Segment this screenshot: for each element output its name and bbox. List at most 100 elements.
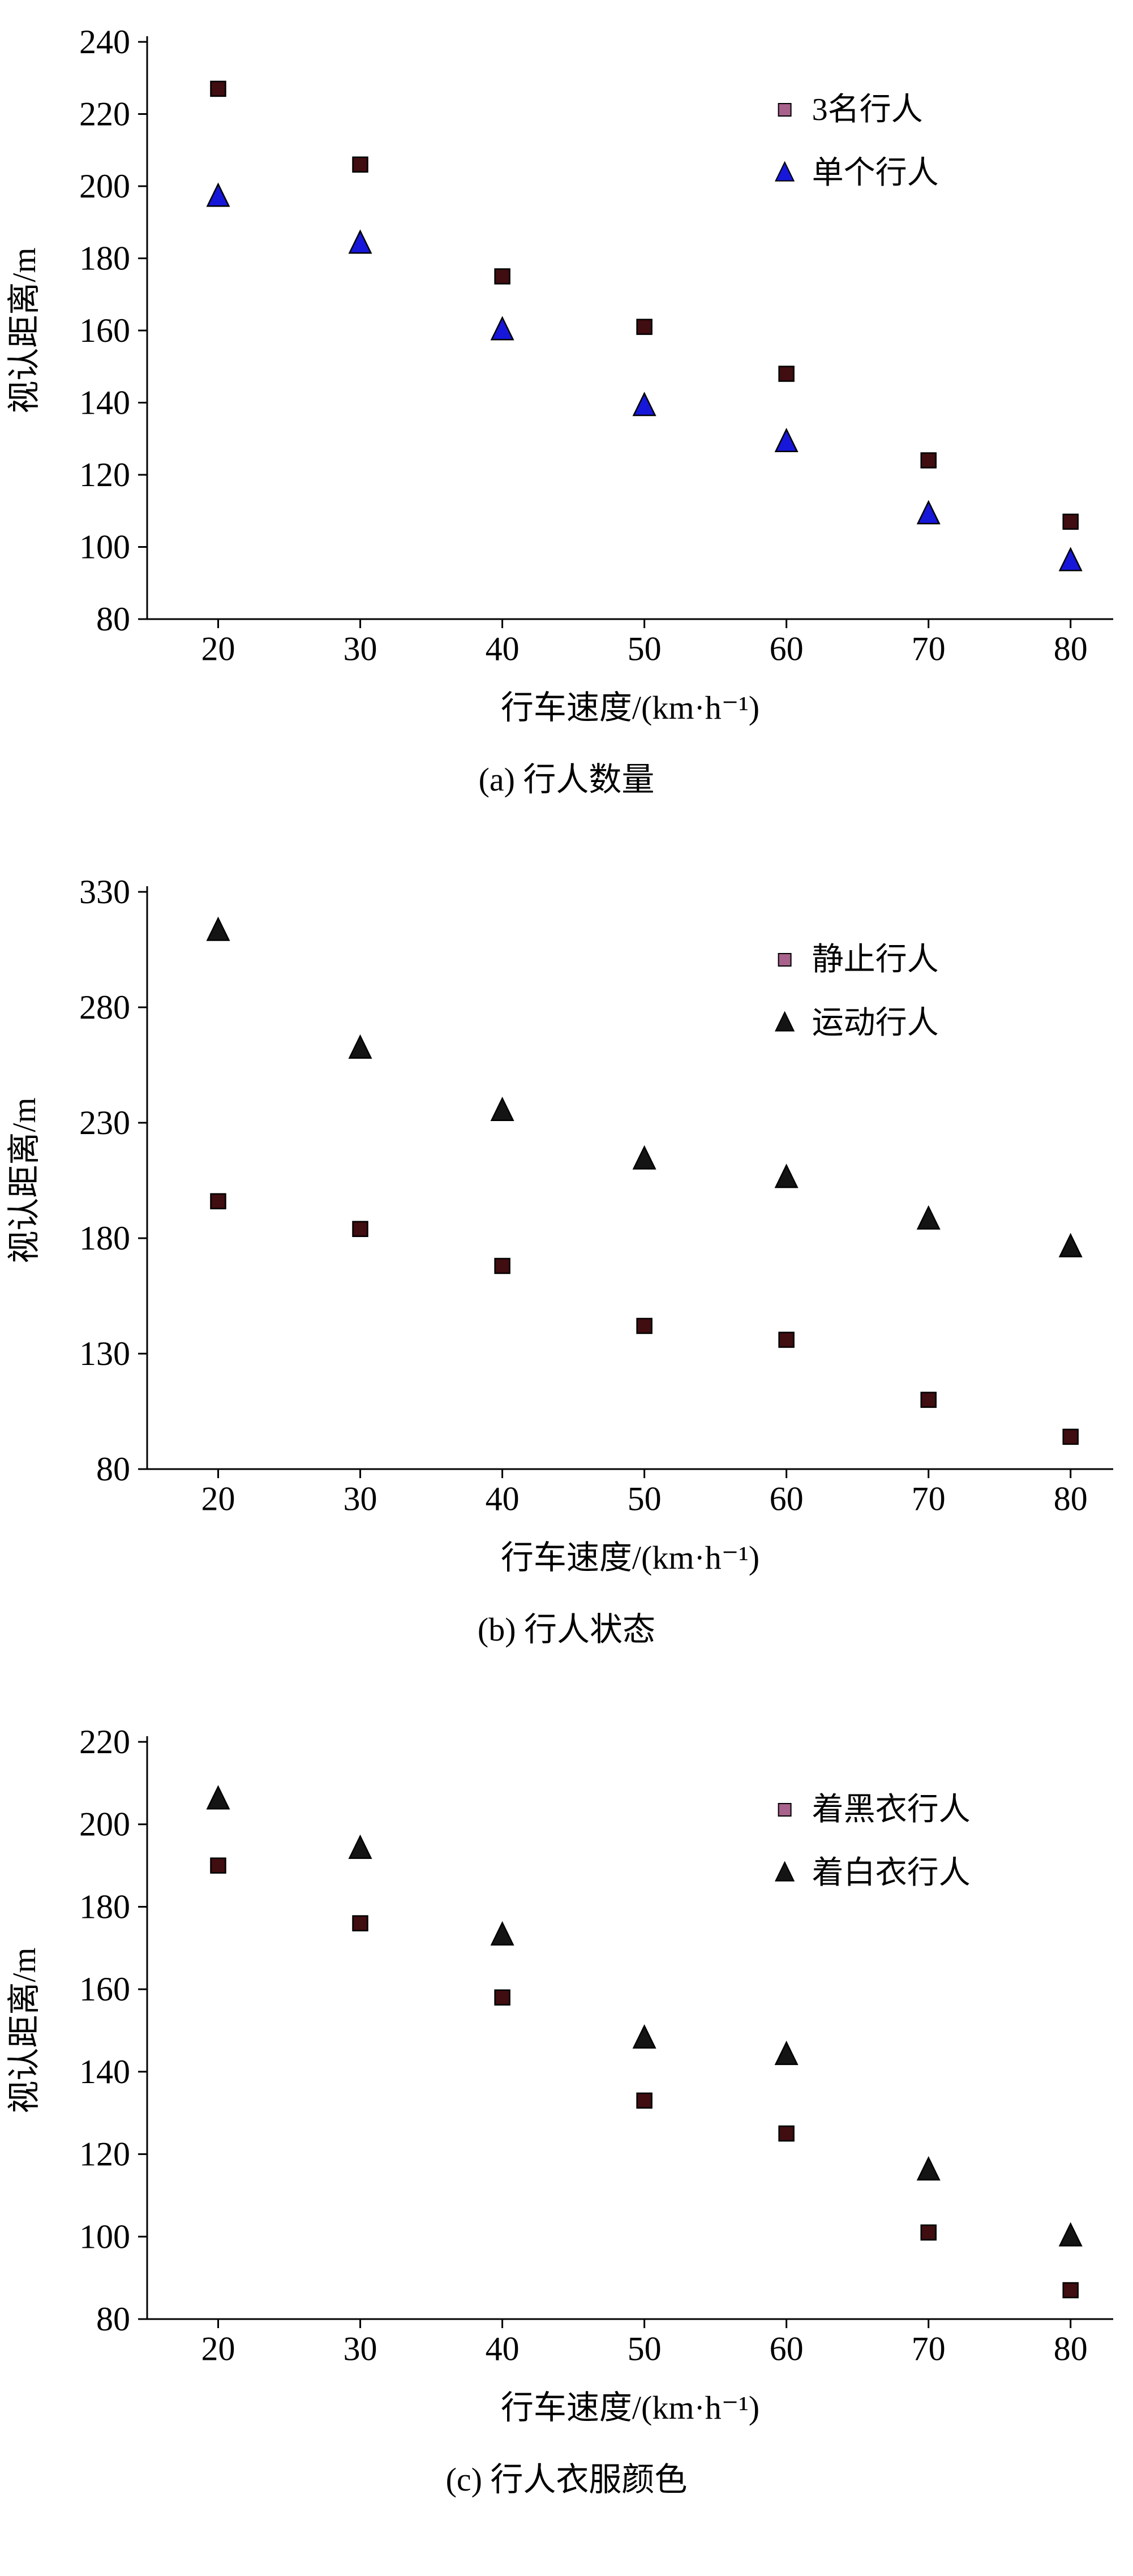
x-tick-label: 50 — [628, 2330, 662, 2367]
legend-item: 着黑衣行人 — [778, 1792, 971, 1827]
x-tick-label: 20 — [201, 630, 235, 667]
legend-item: 3名行人 — [778, 92, 923, 127]
data-point-triangle — [348, 229, 372, 254]
data-point-square — [1062, 2282, 1079, 2299]
data-point-triangle — [1058, 2222, 1083, 2247]
data-point-square — [778, 1803, 792, 1817]
data-point-triangle — [916, 1205, 941, 1230]
x-tick-label: 30 — [344, 630, 377, 667]
data-point-triangle — [774, 161, 795, 182]
y-tick-label: 200 — [79, 1806, 130, 1843]
chart-a-plot: 20 30 40 50 60 70 80 80 100 120 140 160 180 200 220 240… — [0, 14, 1133, 749]
data-point-triangle — [1058, 547, 1083, 572]
y-tick-label: 200 — [79, 168, 130, 205]
data-point-triangle — [490, 1921, 514, 1946]
y-tick-label: 220 — [79, 96, 130, 133]
data-point-square — [352, 156, 368, 173]
y-tick-label: 160 — [79, 312, 130, 349]
y-tick-label: 140 — [79, 2053, 130, 2090]
data-point-square — [210, 1193, 226, 1209]
data-point-square — [778, 366, 795, 382]
data-point-triangle — [774, 2041, 799, 2066]
data-point-triangle — [348, 1834, 372, 1859]
y-tick-label: 130 — [79, 1335, 130, 1372]
data-point-square — [494, 268, 510, 285]
data-point-triangle — [206, 1785, 230, 1810]
y-tick-label: 330 — [79, 873, 130, 911]
y-tick-label: 180 — [79, 240, 130, 277]
x-tick-label: 60 — [770, 1480, 804, 1517]
y-axis-label: 视认距离/m — [6, 1097, 42, 1263]
x-tick-label: 40 — [486, 1480, 520, 1517]
data-point-square — [636, 319, 653, 335]
x-tick-label: 70 — [912, 1480, 946, 1517]
y-tick-label: 120 — [79, 456, 130, 493]
data-point-square — [352, 1221, 368, 1237]
x-tick-label: 20 — [201, 1480, 235, 1517]
data-point-square — [778, 103, 792, 117]
y-tick-label: 230 — [79, 1104, 130, 1141]
data-point-triangle — [632, 1145, 656, 1170]
legend-item: 运动行人 — [774, 1006, 939, 1041]
data-point-triangle — [632, 2024, 656, 2049]
data-point-square — [920, 452, 937, 469]
data-point-square — [210, 80, 226, 97]
data-point-triangle — [774, 1164, 799, 1188]
data-point-square — [636, 1317, 653, 1334]
y-tick-label: 160 — [79, 1970, 130, 2008]
legend-item: 着白衣行人 — [774, 1856, 971, 1891]
plot-background — [0, 1714, 1133, 2449]
y-tick-label: 80 — [96, 2300, 130, 2338]
data-point-square — [920, 1392, 937, 1408]
data-point-triangle — [206, 916, 230, 941]
data-point-square — [778, 2125, 795, 2142]
data-point-triangle — [1058, 1233, 1083, 1257]
y-axis-label: 视认距离/m — [6, 247, 42, 413]
data-point-square — [352, 1915, 368, 1931]
data-point-square — [1062, 1428, 1079, 1445]
x-tick-label: 40 — [486, 2330, 520, 2367]
data-point-square — [636, 2092, 653, 2109]
x-tick-label: 70 — [912, 630, 946, 667]
legend-label: 单个行人 — [812, 156, 939, 191]
data-point-triangle — [774, 1861, 795, 1882]
data-point-triangle — [490, 1096, 514, 1122]
data-point-triangle — [774, 427, 799, 453]
y-tick-label: 140 — [79, 384, 130, 422]
legend-label: 着黑衣行人 — [812, 1792, 971, 1827]
x-axis-label: 行车速度/(km·h⁻¹) — [501, 689, 759, 726]
x-tick-label: 50 — [628, 1480, 662, 1517]
chart-c-caption: (c) 行人衣服颜色 — [445, 2461, 688, 2498]
y-tick-label: 80 — [96, 600, 130, 638]
y-tick-label: 240 — [79, 23, 130, 61]
data-point-square — [778, 1332, 795, 1348]
x-tick-label: 60 — [770, 2330, 804, 2367]
x-axis-label: 行车速度/(km·h⁻¹) — [501, 1539, 759, 1576]
chart-c-figure: 20 30 40 50 60 70 80 80 100 120 140 160 180 200 220 行车速… — [0, 1714, 1133, 2500]
x-tick-label: 40 — [486, 630, 520, 667]
chart-a-caption: (a) 行人数量 — [478, 761, 655, 798]
data-point-triangle — [774, 1011, 795, 1032]
data-point-square — [494, 1257, 510, 1274]
y-tick-label: 120 — [79, 2136, 130, 2173]
data-point-triangle — [916, 2156, 941, 2181]
plot-background — [0, 864, 1133, 1599]
x-tick-label: 50 — [628, 630, 662, 667]
y-tick-label: 100 — [79, 2218, 130, 2255]
x-axis-label: 行车速度/(km·h⁻¹) — [501, 2389, 759, 2426]
x-tick-label: 80 — [1054, 1480, 1088, 1517]
data-point-square — [210, 1857, 226, 1874]
data-point-triangle — [348, 1034, 372, 1059]
y-tick-label: 280 — [79, 989, 130, 1026]
x-tick-label: 70 — [912, 2330, 946, 2367]
legend-label: 着白衣行人 — [812, 1856, 971, 1891]
legend-item: 单个行人 — [774, 156, 939, 191]
x-tick-label: 80 — [1054, 2330, 1088, 2367]
chart-c-plot: 20 30 40 50 60 70 80 80 100 120 140 160 180 200 220 行车速… — [0, 1714, 1133, 2449]
data-point-triangle — [916, 500, 941, 525]
legend-label: 运动行人 — [812, 1006, 939, 1041]
x-tick-label: 20 — [201, 2330, 235, 2367]
chart-b-plot: 20 30 40 50 60 70 80 80 130 180 230 280 330 行车速度/(km·… — [0, 864, 1133, 1599]
data-point-triangle — [632, 392, 656, 417]
